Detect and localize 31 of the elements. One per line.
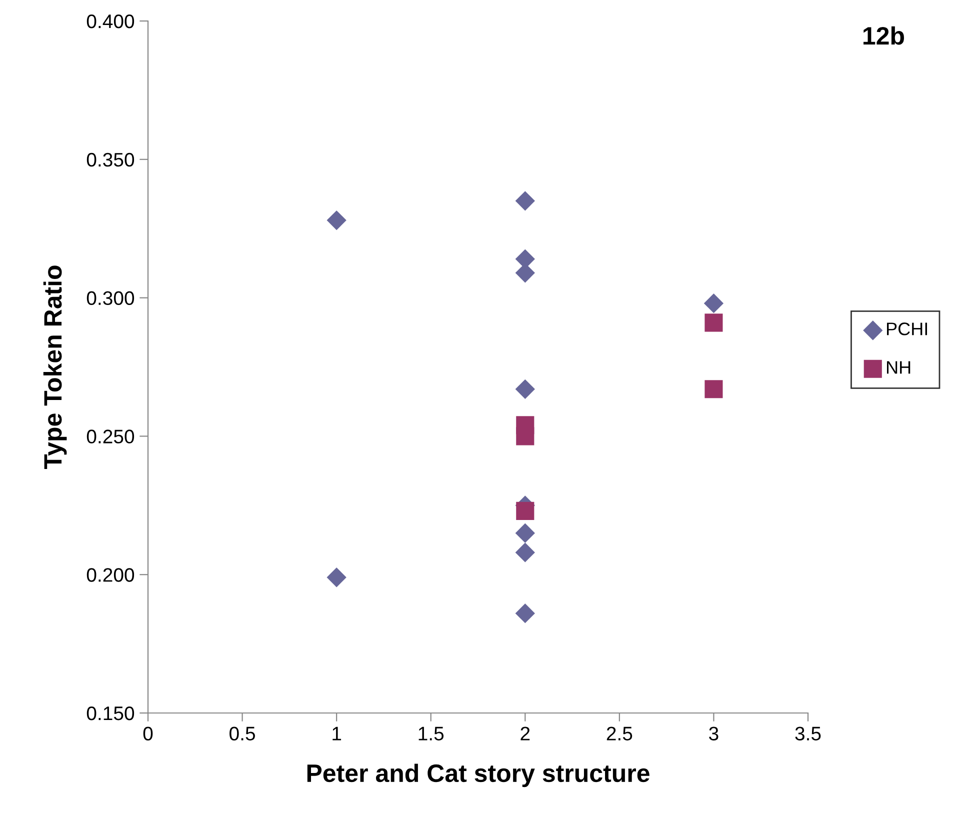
- x-tick-label: 1.5: [418, 726, 444, 740]
- y-tick-label: 0.250: [86, 430, 134, 444]
- point: [515, 523, 535, 543]
- point: [515, 379, 535, 399]
- point: [704, 380, 723, 398]
- x-tick-label: 3.5: [795, 726, 821, 740]
- y-tick-label: 0.400: [86, 14, 134, 28]
- x-tick-label: 3: [709, 726, 718, 740]
- point: [516, 502, 534, 520]
- y-tick-label: 0.300: [86, 291, 134, 306]
- point: [704, 314, 723, 332]
- y-tick-label: 0.150: [86, 706, 134, 720]
- x-tick-label: 2: [520, 726, 530, 740]
- point: [326, 210, 346, 230]
- point: [516, 427, 534, 446]
- legend-label: NH: [887, 361, 910, 374]
- point: [515, 604, 535, 624]
- y-tick-label: 0.200: [86, 568, 134, 582]
- text: 12b: [864, 26, 904, 45]
- y-axis-title: Type Token Ratio: [43, 266, 67, 470]
- x-tick-label: 1: [332, 726, 342, 740]
- x-tick-label: 2.5: [606, 726, 632, 740]
- point: [704, 294, 724, 314]
- point: [515, 191, 535, 211]
- y-tick-label: 0.350: [86, 152, 134, 167]
- x-tick-label: 0.5: [230, 726, 255, 740]
- x-tick-label: 0: [143, 726, 153, 740]
- legend-label: PCHI: [887, 322, 927, 336]
- point: [515, 542, 535, 562]
- x-axis-title: Peter and Cat story structure: [307, 764, 650, 788]
- point: [326, 568, 346, 588]
